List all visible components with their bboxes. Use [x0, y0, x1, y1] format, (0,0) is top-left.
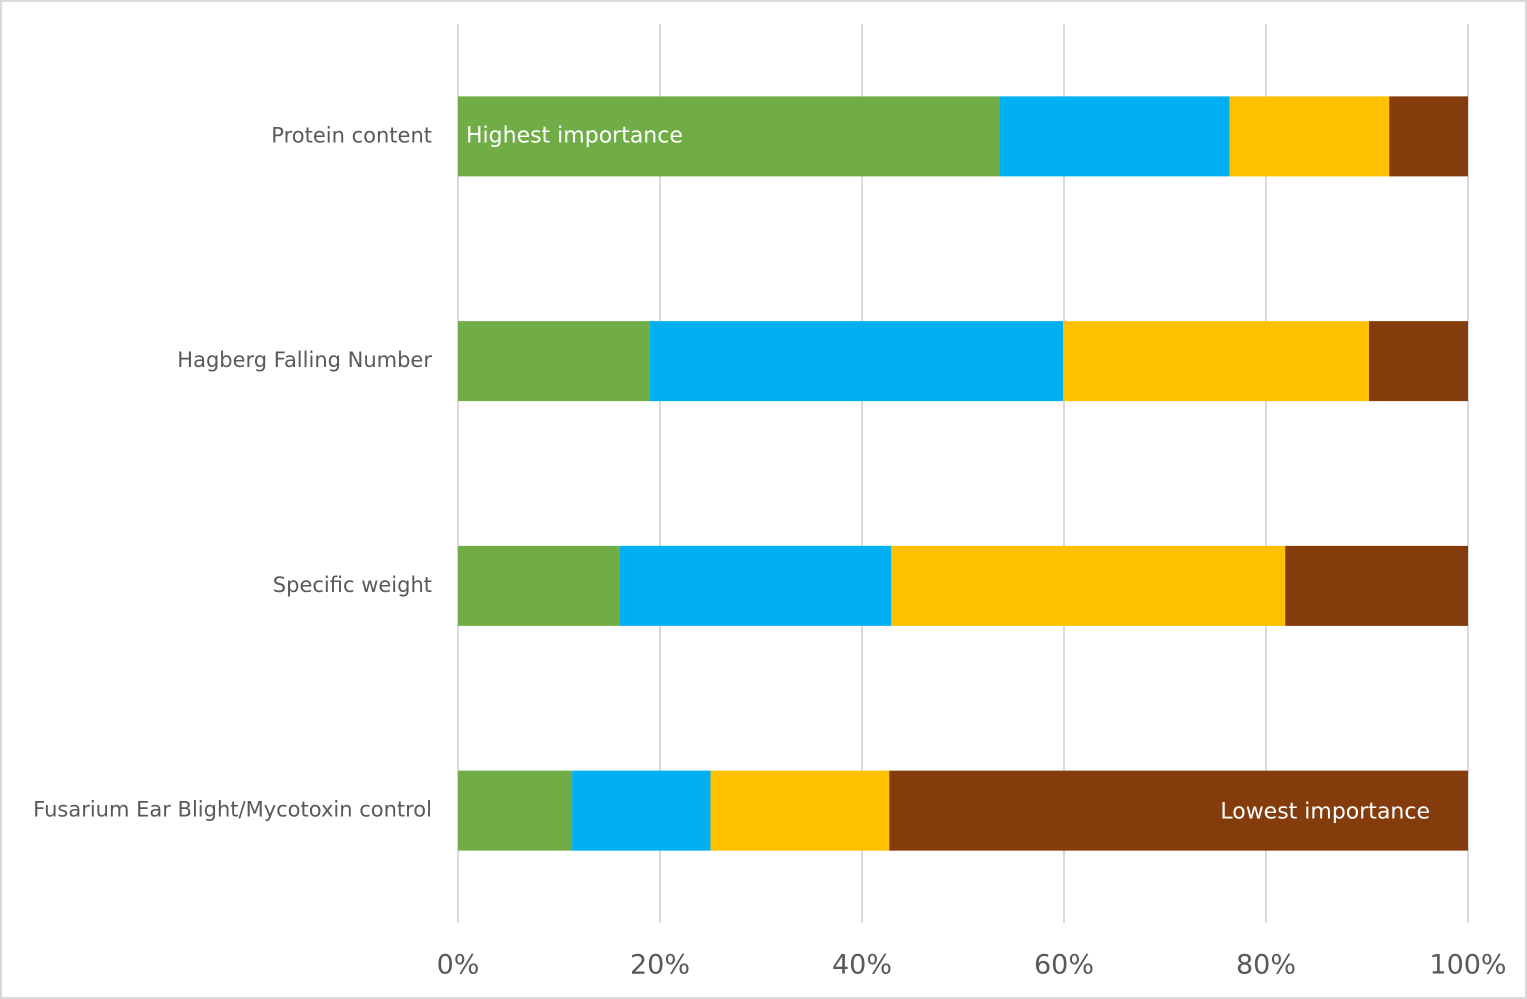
x-tick-label: 40% — [832, 950, 892, 981]
bar-segment — [1389, 96, 1468, 177]
x-tick-label: 20% — [630, 950, 690, 981]
bar-segment — [458, 545, 620, 626]
bar-segment — [891, 545, 1286, 626]
bar-segment — [1369, 321, 1468, 402]
bar-segment — [619, 545, 892, 626]
bar-segment — [458, 321, 650, 402]
bar-segment — [572, 770, 711, 851]
bar-segment — [710, 770, 890, 851]
annotation: Lowest importance — [1220, 800, 1430, 825]
x-tick-label: 0% — [437, 950, 480, 981]
y-tick-label: Specific weight — [273, 573, 432, 597]
bar-segment — [458, 770, 573, 851]
y-tick-label: Fusarium Ear Blight/Mycotoxin control — [33, 798, 432, 822]
bar-segment — [999, 96, 1230, 177]
y-tick-label: Hagberg Falling Number — [177, 348, 432, 372]
bar-segment — [458, 96, 1000, 177]
annotation: Highest importance — [466, 123, 683, 148]
x-tick-label: 80% — [1236, 950, 1296, 981]
bar-segment — [1229, 96, 1390, 177]
bar-segment — [1062, 321, 1370, 402]
bar-segment — [649, 321, 1063, 402]
bar-segment — [889, 770, 1468, 851]
bar-segment — [1285, 545, 1468, 626]
x-tick-label: 100% — [1429, 950, 1506, 981]
x-tick-label: 60% — [1034, 950, 1094, 981]
y-tick-label: Protein content — [271, 123, 432, 147]
